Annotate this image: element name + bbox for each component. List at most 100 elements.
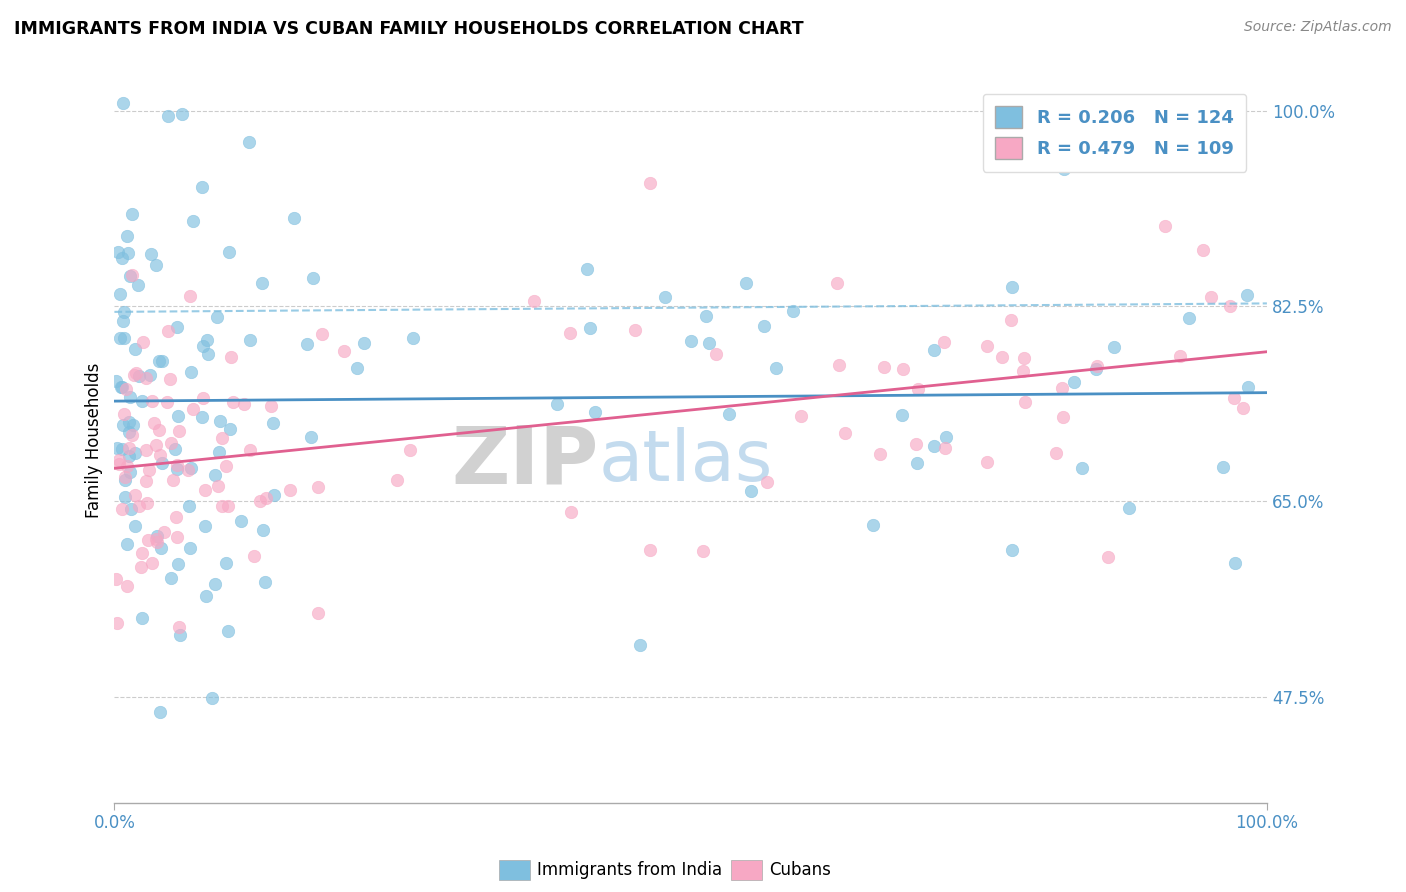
Point [283, 211, 305, 225]
Point [194, 589, 217, 603]
Point [200, 690, 222, 705]
Point [695, 309, 717, 323]
Point [124, 488, 146, 502]
Point [148, 705, 170, 719]
Point [146, 534, 169, 549]
Point [145, 533, 167, 547]
Point [222, 395, 245, 409]
Point [167, 557, 190, 571]
Point [111, 502, 134, 516]
Point [118, 415, 141, 429]
Point [110, 287, 132, 301]
Point [115, 382, 138, 396]
Point [197, 347, 219, 361]
Point [790, 409, 813, 423]
Point [149, 541, 172, 556]
Point [156, 395, 179, 409]
Point [252, 276, 274, 290]
Point [904, 437, 927, 451]
Point [1225, 556, 1247, 570]
Point [160, 436, 183, 450]
Point [1118, 500, 1140, 515]
Point [141, 556, 163, 570]
Point [167, 424, 190, 438]
Point [302, 271, 325, 285]
Point [215, 556, 238, 570]
Point [654, 290, 676, 304]
Point [120, 268, 142, 283]
Point [121, 207, 143, 221]
Point [905, 456, 928, 470]
Point [194, 483, 217, 497]
Point [128, 499, 150, 513]
Point [125, 366, 148, 380]
Point [934, 441, 956, 455]
Point [346, 361, 368, 376]
Point [1085, 362, 1108, 376]
Point [262, 416, 284, 430]
Point [112, 330, 135, 344]
Point [145, 438, 167, 452]
Point [112, 407, 135, 421]
Point [139, 247, 162, 261]
Point [118, 441, 141, 455]
Point [179, 541, 201, 555]
Point [136, 496, 159, 510]
Point [1236, 380, 1258, 394]
Point [578, 321, 600, 335]
Point [976, 455, 998, 469]
Point [112, 417, 135, 432]
Point [150, 456, 173, 470]
Point [299, 430, 322, 444]
Point [204, 468, 226, 483]
Point [219, 351, 242, 365]
Point [124, 446, 146, 460]
Point [692, 544, 714, 558]
Point [179, 289, 201, 303]
Point [118, 449, 141, 463]
Point [295, 337, 318, 351]
Point [135, 371, 157, 385]
Point [1097, 549, 1119, 564]
Point [233, 397, 256, 411]
Point [238, 135, 260, 149]
Point [159, 372, 181, 386]
Point [114, 469, 136, 483]
Point [112, 313, 135, 327]
Point [105, 442, 128, 456]
Point [1104, 340, 1126, 354]
Point [124, 343, 146, 357]
Y-axis label: Family Households: Family Households [86, 362, 103, 517]
Point [121, 418, 143, 433]
Point [129, 559, 152, 574]
Point [163, 442, 186, 456]
Point [111, 252, 134, 266]
Point [218, 245, 240, 260]
Point [132, 335, 155, 350]
Point [872, 360, 894, 375]
Point [583, 405, 606, 419]
Point [254, 491, 277, 505]
Point [165, 510, 187, 524]
Point [679, 334, 702, 348]
Point [131, 393, 153, 408]
Point [128, 369, 150, 384]
Point [628, 638, 651, 652]
Point [162, 474, 184, 488]
Point [204, 577, 226, 591]
Point [385, 473, 408, 487]
Point [114, 473, 136, 487]
Point [166, 319, 188, 334]
Point [177, 463, 200, 477]
Point [1012, 351, 1035, 365]
Point [717, 407, 740, 421]
Point [546, 397, 568, 411]
Legend: R = 0.206   N = 124, R = 0.479   N = 109: R = 0.206 N = 124, R = 0.479 N = 109 [983, 94, 1246, 172]
Point [160, 571, 183, 585]
Point [115, 579, 138, 593]
Point [110, 380, 132, 394]
Point [828, 358, 851, 372]
Text: Cubans: Cubans [769, 861, 831, 879]
Point [560, 326, 582, 341]
Point [243, 549, 266, 564]
